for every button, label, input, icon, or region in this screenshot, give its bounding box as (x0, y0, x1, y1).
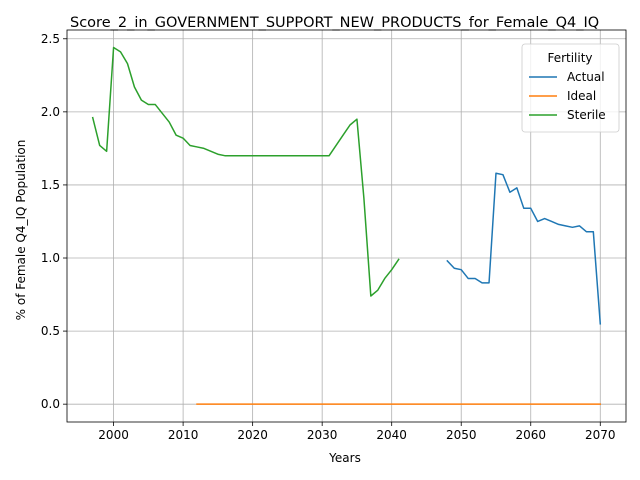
y-axis-label: % of Female Q4_IQ Population (14, 140, 28, 321)
chart-title: Score_2_in_GOVERNMENT_SUPPORT_NEW_PRODUC… (70, 15, 599, 31)
y-tick-label: 2.5 (41, 32, 60, 46)
plot-frame (66, 29, 627, 423)
x-tick-label: 2020 (237, 428, 268, 442)
legend-box (521, 43, 620, 133)
legend-entries: Actual Ideal Sterile (529, 70, 606, 122)
axis-ticks: 2000 2010 2020 2030 2040 2050 2060 2070 0.0 0.5 1.… (41, 32, 616, 442)
x-tick-label: 2010 (168, 428, 199, 442)
x-tick-label: 2040 (376, 428, 407, 442)
y-tick-label: 2.0 (41, 105, 60, 119)
y-tick-label: 0.5 (41, 324, 60, 338)
y-tick-label: 1.5 (41, 178, 60, 192)
legend-label-sterile: Sterile (567, 108, 606, 122)
x-tick-label: 2060 (515, 428, 546, 442)
legend-label-ideal: Ideal (567, 89, 596, 103)
x-tick-label: 2070 (585, 428, 616, 442)
x-tick-label: 2030 (307, 428, 338, 442)
series-line-sterile (91, 46, 400, 297)
x-tick-label: 2000 (98, 428, 129, 442)
legend-title: Fertility (547, 51, 592, 65)
series-line-actual (446, 172, 602, 325)
y-tick-label: 0.0 (41, 397, 60, 411)
x-tick-label: 2050 (446, 428, 477, 442)
plot-lines (91, 46, 602, 405)
x-axis-label: Years (328, 451, 361, 465)
legend: Fertility Actual Ideal Sterile (521, 43, 620, 133)
legend-label-actual: Actual (567, 70, 605, 84)
y-tick-label: 1.0 (41, 251, 60, 265)
